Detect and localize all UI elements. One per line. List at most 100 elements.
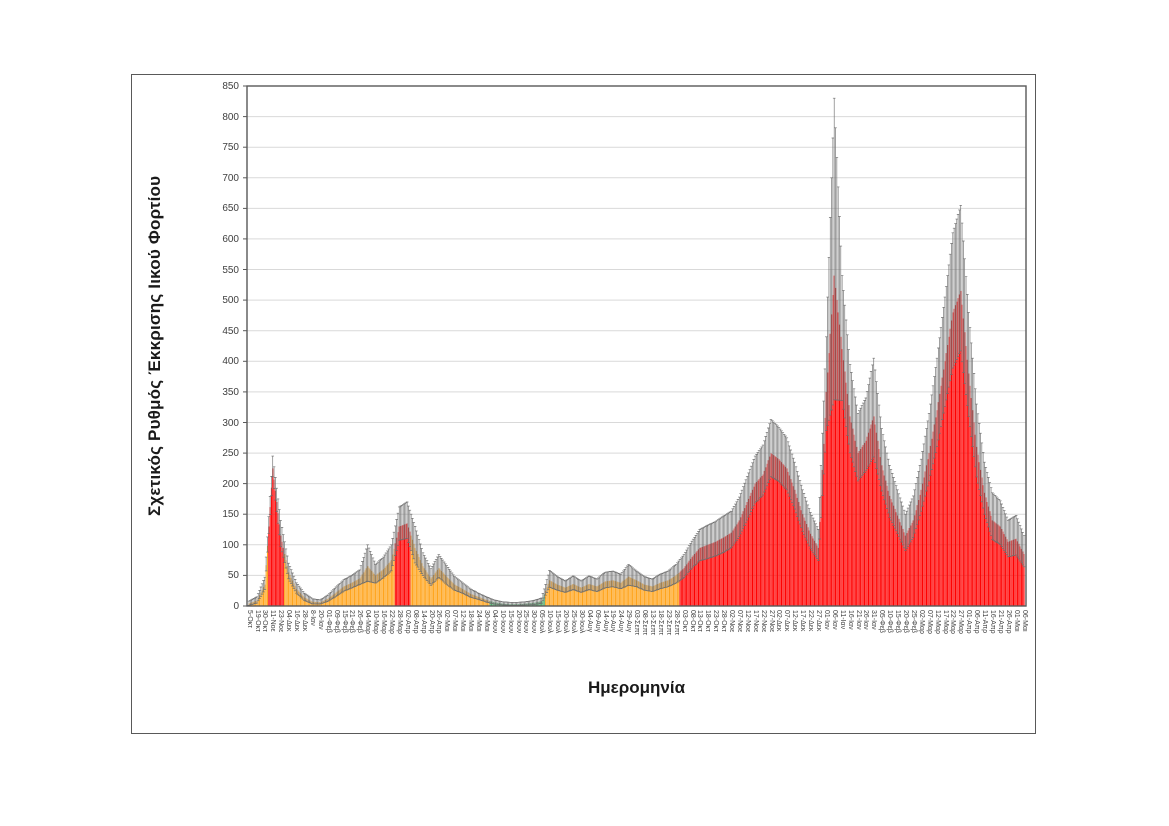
x-tick-label: 06-Μαι xyxy=(1020,610,1028,632)
plot-area xyxy=(243,85,1027,607)
x-tick-label: 01-Απρ xyxy=(965,610,973,634)
y-tick-label: 400 xyxy=(222,356,239,368)
x-tick-label: 13-Σεπτ xyxy=(648,610,656,636)
x-tick-label: 15-Φεβ xyxy=(340,610,348,633)
y-tick-label: 100 xyxy=(222,539,239,551)
x-tick-label: 26-Απρ xyxy=(1004,610,1012,634)
x-tick-label: 04-Δεκ xyxy=(285,610,293,632)
y-tick-label: 150 xyxy=(222,509,239,521)
x-tick-label: 06-Ιαν xyxy=(830,610,838,630)
x-tick-label: 28-Δεκ xyxy=(301,610,308,632)
x-tick-label: 19-Οκτ xyxy=(253,610,261,632)
x-axis-title: Ημερομηνία xyxy=(587,678,686,697)
x-tick-label: 02-Απρ xyxy=(403,610,411,634)
x-tick-label: 17-Μαρ xyxy=(941,610,949,634)
x-tick-label: 10-Ιουν xyxy=(498,610,506,634)
x-tick-label: 26-Απρ xyxy=(435,610,443,634)
x-tick-label: 15-Ιουν xyxy=(506,610,514,634)
x-tick-label: 20-Φεβ xyxy=(902,610,909,633)
x-tick-label: 10-Φεβ xyxy=(886,610,894,633)
x-tick-label: 07-Μαι xyxy=(451,610,459,632)
x-tick-label: 07-Δεκ xyxy=(783,610,791,632)
x-tick-label: 11-Απρ xyxy=(981,610,989,634)
x-tick-label: 09-Αυγ xyxy=(593,610,601,633)
x-tick-label: 22-Νοε xyxy=(759,610,767,633)
x-tick-label: 23-Νοε xyxy=(277,610,285,633)
x-tick-label: 15-Φεβ xyxy=(894,610,902,633)
x-tick-label: 10-Ιουλ xyxy=(546,610,554,634)
x-tick-label: 24-Αυγ xyxy=(617,610,625,633)
x-tick-label: 18-Μαι xyxy=(467,610,474,632)
y-tick-label: 450 xyxy=(222,325,239,337)
x-tick-label: 02-Μαι xyxy=(443,610,451,632)
x-tick-label: 08-Απρ xyxy=(411,610,419,634)
x-tick-label: 28-Οκτ xyxy=(720,610,728,632)
x-tick-label: 20-Ιουλ xyxy=(561,610,569,634)
x-tick-label: 03-Οκτ xyxy=(680,610,688,632)
x-tick-label: 25-Ιουν xyxy=(522,610,530,634)
x-tick-label: 07-Μαρ xyxy=(925,610,933,634)
x-tick-label: 18-Σεπτ xyxy=(656,610,664,636)
x-tick-label: 05-Φεβ xyxy=(878,610,886,633)
y-axis-title: Σχετικός Ρυθμός Έκκρισης Ιικού Φορτίου xyxy=(145,175,164,517)
x-tick-label: 04-Μαρ xyxy=(364,610,372,634)
x-tick-label: 12-Δεκ xyxy=(791,610,799,632)
x-tick-label: 17-Νοε xyxy=(751,610,759,633)
x-tick-label: 23-Σεπτ xyxy=(664,610,672,636)
y-tick-label: 50 xyxy=(227,570,239,582)
y-tick-label: 250 xyxy=(222,448,239,460)
x-tick-label: 07-Νοε xyxy=(735,610,743,633)
y-tick-label: 0 xyxy=(233,601,239,612)
y-tick-label: 650 xyxy=(222,203,239,215)
error-bars-group xyxy=(247,97,1026,606)
x-tick-label: 06-Απρ xyxy=(973,610,981,634)
y-tick-label: 850 xyxy=(222,81,239,92)
x-tick-label: 03-Σεπτ xyxy=(633,610,641,636)
x-tick-label: 14-Απρ xyxy=(419,610,427,634)
y-tick-label: 300 xyxy=(222,417,239,429)
x-tick-label: 08-Οκτ xyxy=(688,610,696,632)
x-tick-label: 15-Ιουλ xyxy=(554,610,561,634)
x-tick-label: 5-Οκτ xyxy=(245,610,253,628)
x-tick-label: 04-Αυγ xyxy=(585,610,593,633)
x-tick-label: 19-Αυγ xyxy=(609,610,617,633)
x-tick-label: 20-Ιαν xyxy=(316,610,324,630)
x-tick-label: 16-Ιαν xyxy=(846,610,854,630)
x-tick-label: 01-Φεβ xyxy=(324,610,332,633)
y-tick-label: 750 xyxy=(222,142,239,154)
x-tick-label: 01-Ιαν xyxy=(822,610,830,630)
x-tick-label: 17-Δεκ xyxy=(799,610,807,632)
x-tick-label: 28-Σεπτ xyxy=(672,610,680,636)
x-tick-label: 21-Ιαν xyxy=(854,610,862,630)
x-tick-label: 20-Απρ xyxy=(427,610,435,634)
x-tick-label: 16-Δεκ xyxy=(293,610,300,632)
x-tick-label: 02-Νοε xyxy=(728,610,735,633)
bars-group xyxy=(248,275,1025,606)
x-tick-label: 27-Νοε xyxy=(767,610,775,633)
x-tick-label: 08-Σεπτ xyxy=(641,610,648,636)
x-tick-label: 27-Δεκ xyxy=(815,610,822,632)
x-tick-label: 23-Οκτ xyxy=(712,610,720,632)
x-tick-label: 28-Μαρ xyxy=(395,610,403,634)
y-tick-label: 200 xyxy=(222,478,239,490)
x-tick-label: 11-Ιαν xyxy=(838,610,846,630)
x-tick-label: 14-Αυγ xyxy=(601,610,609,633)
x-tick-label: 21-Απρ xyxy=(996,610,1004,634)
x-tick-label: 20-Ιουν xyxy=(514,610,522,634)
x-tick-label: 24-Μαι xyxy=(474,610,482,632)
x-tick-label: 13-Οκτ xyxy=(696,610,704,632)
x-tick-label: 05-Ιουλ xyxy=(538,610,546,634)
y-tick-label: 700 xyxy=(222,172,239,184)
x-tick-label: 18-Οκτ xyxy=(704,610,712,632)
x-tick-label: 27-Μαρ xyxy=(957,610,965,634)
x-tick-label: 11-Νοε xyxy=(269,610,277,632)
y-tick-marks xyxy=(243,85,247,607)
x-tick-label: 30-Μαι xyxy=(482,610,490,632)
x-tick-label: 10-Μαρ xyxy=(372,610,380,634)
x-tick-label: 21-Φεβ xyxy=(348,610,356,633)
y-tick-label: 800 xyxy=(222,111,239,123)
x-tick-label: 02-Δεκ xyxy=(775,610,783,632)
x-tick-label: 01-Μαι xyxy=(1012,610,1020,632)
y-tick-label: 550 xyxy=(222,264,239,276)
